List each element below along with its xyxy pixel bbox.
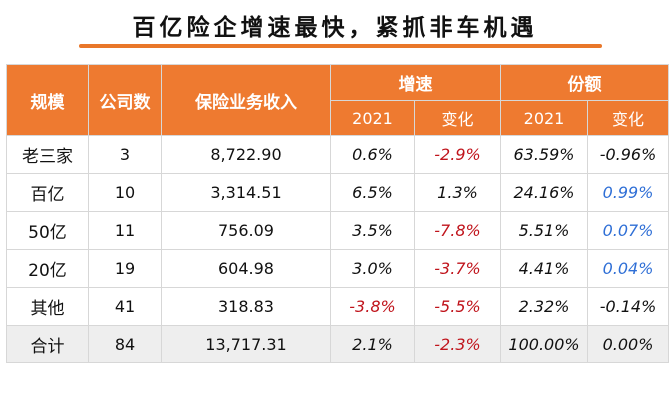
cell-growth-change: -2.9% (414, 135, 501, 174)
cell-share-change: 0.04% (587, 249, 669, 288)
cell-share-change: -0.96% (587, 135, 669, 174)
cell-growth-2021: 0.6% (330, 135, 415, 174)
cell-growth-2021: 2.1% (330, 325, 415, 363)
cell-growth-change: -7.8% (414, 211, 501, 250)
cell-scale: 老三家 (6, 135, 89, 174)
cell-scale: 20亿 (6, 249, 89, 288)
cell-share-change: -0.14% (587, 287, 669, 326)
cell-share-2021: 63.59% (500, 135, 588, 174)
header-row-2: 2021 变化 2021 变化 (7, 100, 669, 136)
cell-share-2021: 5.51% (500, 211, 588, 250)
cell-growth-change: -5.5% (414, 287, 501, 326)
cell-income: 3,314.51 (161, 173, 331, 212)
cell-count: 84 (88, 325, 162, 363)
cell-share-change: 0.00% (587, 325, 669, 363)
cell-share-2021: 100.00% (500, 325, 588, 363)
cell-scale: 百亿 (6, 173, 89, 212)
header-row-1: 规模 公司数 保险业务收入 增速 份额 (6, 64, 669, 136)
table-row: 50亿 11 756.09 3.5% -7.8% 5.51% 0.07% (6, 211, 669, 250)
header-share-change: 变化 (587, 100, 669, 136)
cell-share-2021: 4.41% (500, 249, 588, 288)
table-row: 其他 41 318.83 -3.8% -5.5% 2.32% -0.14% (6, 287, 669, 326)
cell-scale: 合计 (6, 325, 89, 363)
cell-count: 19 (88, 249, 162, 288)
cell-income: 604.98 (161, 249, 331, 288)
header-growth-change: 变化 (414, 100, 501, 136)
cell-share-2021: 24.16% (500, 173, 588, 212)
title-underline (79, 44, 602, 48)
header-growth-year: 2021 (330, 100, 415, 136)
header-share-year: 2021 (500, 100, 588, 136)
cell-count: 3 (88, 135, 162, 174)
cell-growth-2021: 3.5% (330, 211, 415, 250)
page-title: 百亿险企增速最快，紧抓非车机遇 (132, 15, 538, 41)
cell-income: 318.83 (161, 287, 331, 326)
cell-growth-2021: 6.5% (330, 173, 415, 212)
header-growth: 增速 (330, 64, 501, 101)
insurance-table: 规模 公司数 保险业务收入 增速 份额 2021 变化 2021 变化 老三家 … (6, 64, 669, 363)
cell-growth-change: 1.3% (414, 173, 501, 212)
header-income: 保险业务收入 (161, 64, 331, 136)
title-area: 百亿险企增速最快，紧抓非车机遇 (0, 0, 670, 58)
cell-income: 756.09 (161, 211, 331, 250)
cell-count: 41 (88, 287, 162, 326)
cell-share-change: 0.07% (587, 211, 669, 250)
cell-scale: 其他 (6, 287, 89, 326)
cell-count: 11 (88, 211, 162, 250)
header-share: 份额 (500, 64, 669, 101)
cell-scale: 50亿 (6, 211, 89, 250)
total-row: 合计 84 13,717.31 2.1% -2.3% 100.00% 0.00% (6, 325, 669, 363)
cell-growth-2021: -3.8% (330, 287, 415, 326)
header-scale: 规模 (6, 64, 89, 136)
cell-share-change: 0.99% (587, 173, 669, 212)
cell-growth-change: -2.3% (414, 325, 501, 363)
cell-income: 8,722.90 (161, 135, 331, 174)
cell-growth-change: -3.7% (414, 249, 501, 288)
header-count: 公司数 (88, 64, 162, 136)
table-row: 20亿 19 604.98 3.0% -3.7% 4.41% 0.04% (6, 249, 669, 288)
cell-share-2021: 2.32% (500, 287, 588, 326)
table-row: 老三家 3 8,722.90 0.6% -2.9% 63.59% -0.96% (6, 135, 669, 174)
cell-income: 13,717.31 (161, 325, 331, 363)
cell-count: 10 (88, 173, 162, 212)
cell-growth-2021: 3.0% (330, 249, 415, 288)
table-row: 百亿 10 3,314.51 6.5% 1.3% 24.16% 0.99% (6, 173, 669, 212)
